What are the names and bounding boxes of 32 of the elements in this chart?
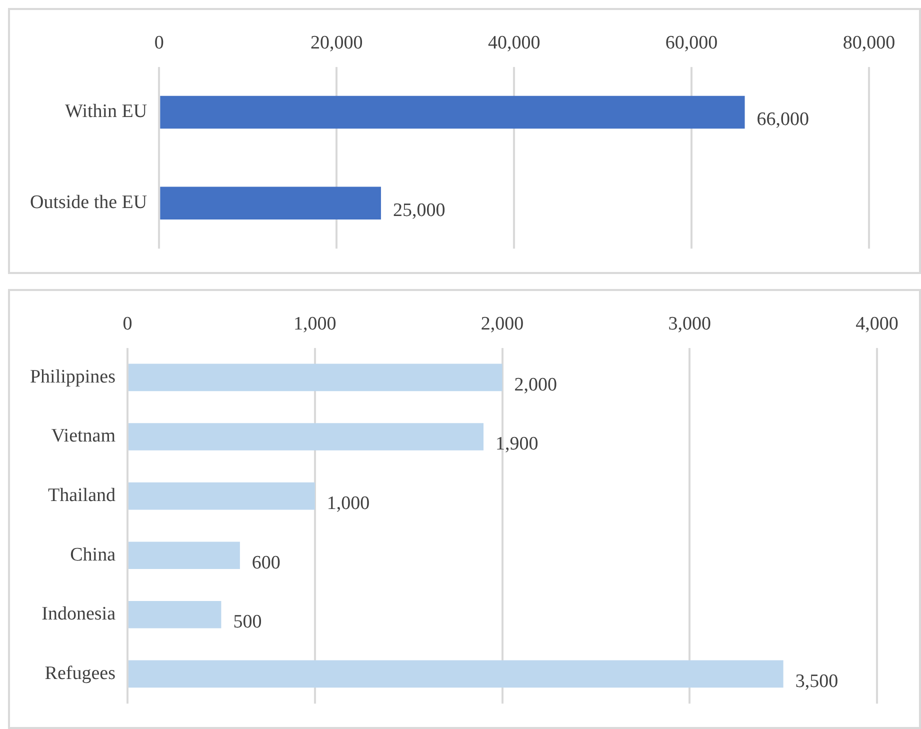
bar [128,601,222,628]
bar [128,423,484,450]
data-label: 3,500 [795,670,838,692]
data-label: 1,900 [496,434,538,455]
x-tick-label: 2,000 [480,313,524,334]
x-tick-label: 80,000 [842,32,896,54]
x-tick-label: 0 [154,32,164,54]
data-label: 1,000 [326,493,370,514]
x-tick-label: 40,000 [488,32,540,54]
data-label: 66,000 [756,109,810,130]
x-tick-label: 0 [122,313,132,334]
data-label: 600 [252,552,280,574]
x-tick-label: 3,000 [668,313,711,334]
x-tick-label: 4,000 [856,313,898,334]
y-tick-label: China [70,544,116,566]
bar [128,364,502,392]
x-tick-label: 60,000 [665,32,718,54]
bar [128,660,784,688]
y-tick-label: Indonesia [42,604,116,625]
bar [128,542,240,569]
y-tick-label: Vietnam [51,426,116,447]
x-tick-label: 20,000 [310,32,363,54]
bar [128,482,315,510]
y-tick-label: Philippines [30,366,116,388]
data-label: 500 [233,612,262,633]
x-tick-label: 1,000 [294,313,336,334]
data-label: 25,000 [392,200,446,222]
y-tick-label: Within EU [65,101,148,122]
y-tick-label: Outside the EU [30,192,148,214]
y-tick-label: Refugees [44,662,116,684]
data-label: 2,000 [514,374,558,396]
y-tick-label: Thailand [48,485,116,506]
